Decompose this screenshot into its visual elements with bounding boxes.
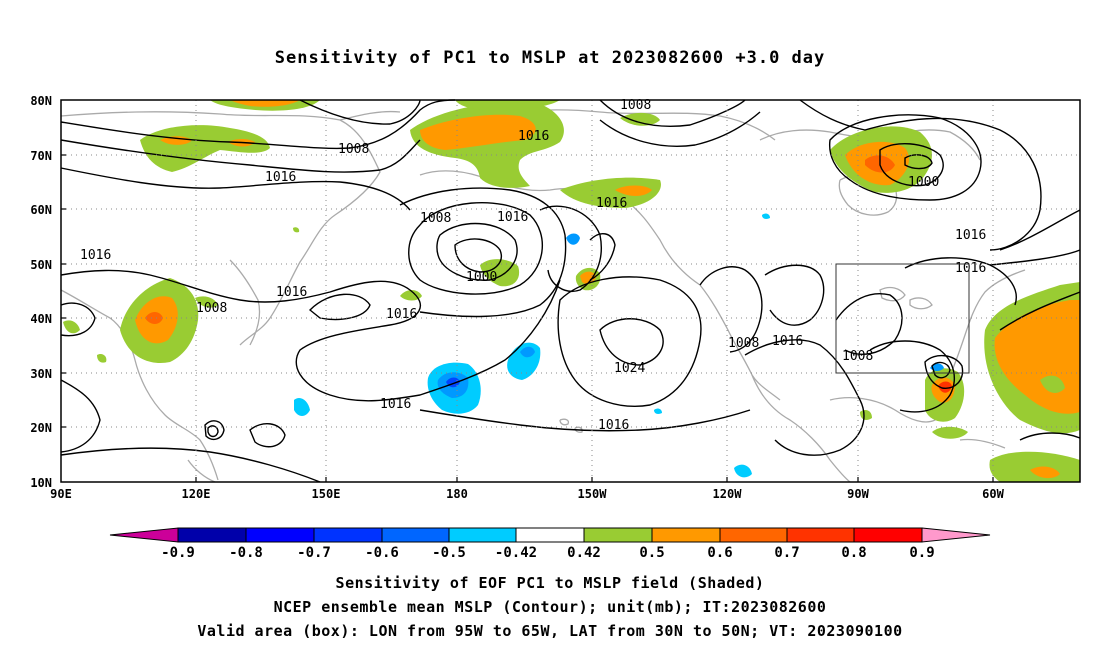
contour-label: 1008 [196,301,227,316]
valid-area-box [835,263,970,374]
lat-label: 50N [30,258,52,272]
colorbar-label: 0.8 [841,545,866,561]
lon-label: 60W [982,487,1004,501]
lon-label: 120E [182,487,211,501]
contour-label: 1016 [598,418,629,433]
contour-label: 1016 [276,285,307,300]
contour-label: 1008 [338,142,369,157]
longitude-labels: 90E 120E 150E 180 150W 120W 90W 60W [50,487,1004,501]
colorbar-cell [381,527,450,543]
lat-lon-grid [61,100,1080,482]
colorbar-label: -0.7 [297,545,331,561]
footer-line-3: Valid area (box): LON from 95W to 65W, L… [197,622,903,640]
colorbar-cell [921,527,991,543]
latitude-labels: 80N 70N 60N 50N 40N 30N 20N 10N [30,94,52,490]
lat-label: 30N [30,367,52,381]
lat-label: 70N [30,149,52,163]
contour-label: 1008 [620,98,651,113]
contour-label: 1008 [842,349,873,364]
contour-label: 1016 [497,210,528,225]
colorbar [109,527,991,543]
contour-label: 1000 [466,270,497,285]
colorbar-label: 0.42 [567,545,601,561]
contour-label: 1016 [955,228,986,243]
colorbar-cell [786,527,855,543]
lon-label: 120W [713,487,743,501]
colorbar-label: 0.9 [909,545,934,561]
contour-label: 1016 [596,196,627,211]
colorbar-label: 0.7 [774,545,799,561]
colorbar-label: -0.5 [432,545,466,561]
colorbar-cell [177,527,247,543]
contour-label: 1008 [728,336,759,351]
axis-ticks [61,154,994,482]
colorbar-cell [515,527,585,543]
footer-line-2: NCEP ensemble mean MSLP (Contour); unit(… [273,598,827,616]
footer-line-1: Sensitivity of EOF PC1 to MSLP field (Sh… [335,574,765,592]
contour-labels: 1008 1016 1008 1016 1016 1008 1016 1000 … [80,98,986,433]
colorbar-cell [448,527,517,543]
lat-label: 20N [30,421,52,435]
lat-label: 60N [30,203,52,217]
colorbar-cell [853,527,923,543]
contour-label: 1016 [772,334,803,349]
lon-label: 90E [50,487,72,501]
lon-label: 150E [312,487,341,501]
contour-label: 1016 [265,170,296,185]
contour-label: 1016 [386,307,417,322]
colorbar-label: 0.6 [707,545,732,561]
mslp-contours [60,99,1081,483]
colorbar-cell [651,527,721,543]
contour-label: 1000 [908,175,939,190]
colorbar-cell [719,527,788,543]
contour-label: 1016 [955,261,986,276]
colorbar-label: 0.5 [639,545,664,561]
lat-label: 10N [30,476,52,490]
contour-label: 1016 [380,397,411,412]
lon-label: 180 [446,487,468,501]
map-frame [60,99,1081,483]
colorbar-cell [313,527,383,543]
lon-label: 150W [578,487,608,501]
colorbar-cell [109,527,179,543]
lon-label: 90W [847,487,869,501]
contour-label: 1016 [518,129,549,144]
colorbar-cell [245,527,315,543]
colorbar-label: -0.9 [161,545,195,561]
lat-label: 40N [30,312,52,326]
colorbar-labels: -0.9 -0.8 -0.7 -0.6 -0.5 -0.42 0.42 0.5 … [161,545,935,561]
colorbar-label: -0.42 [495,545,537,561]
lat-label: 80N [30,94,52,108]
contour-label: 1008 [420,211,451,226]
colorbar-cell [583,527,653,543]
colorbar-label: -0.6 [365,545,399,561]
chart-title: Sensitivity of PC1 to MSLP at 2023082600… [274,48,826,68]
colorbar-label: -0.8 [229,545,263,561]
contour-label: 1024 [614,361,645,376]
contour-label: 1016 [80,248,111,263]
